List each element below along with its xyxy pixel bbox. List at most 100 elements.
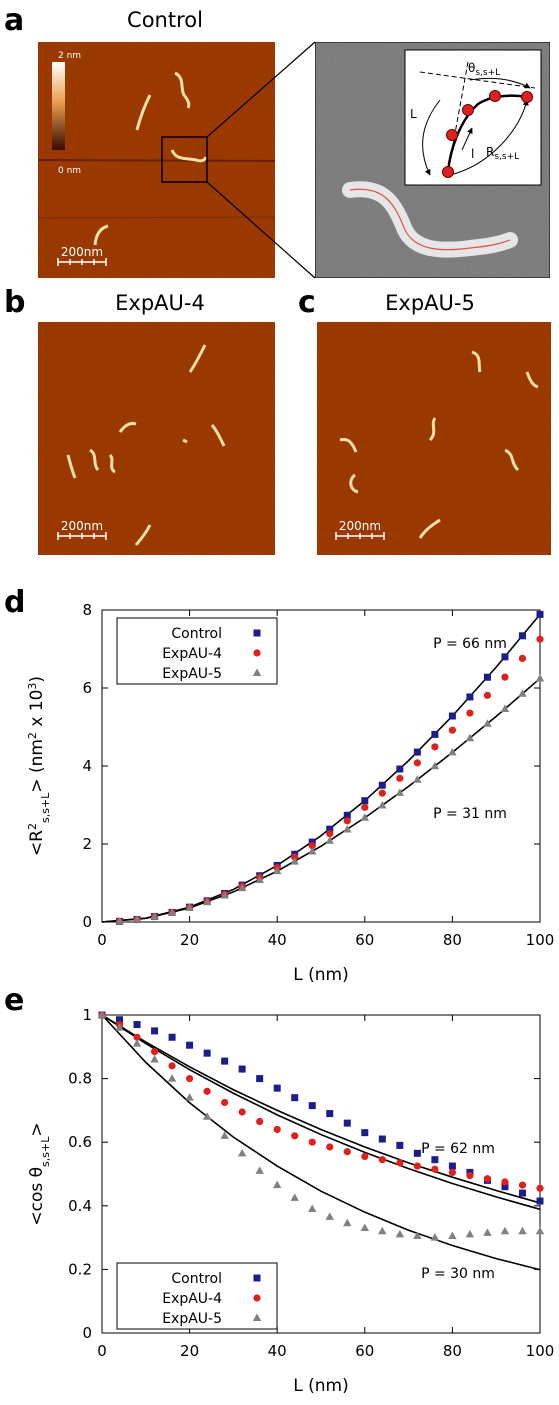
- series: [98, 1011, 544, 1192]
- x-tick-label: 40: [268, 931, 287, 949]
- marker: [256, 1117, 264, 1126]
- marker: [115, 916, 124, 925]
- marker: [518, 1181, 527, 1189]
- marker: [167, 908, 177, 916]
- marker: [430, 1233, 440, 1241]
- y-tick-label: 2: [82, 835, 92, 853]
- series: [97, 1010, 545, 1241]
- y-tick-label: 0.2: [68, 1260, 92, 1278]
- fit-line: [101, 1014, 541, 1271]
- y-axis-label-part: 3: [26, 683, 39, 690]
- marker: [518, 654, 527, 662]
- y-axis-label: <cos θs,s+L>: [27, 1122, 52, 1225]
- marker: [308, 838, 316, 846]
- marker: [448, 1231, 457, 1240]
- annotation: P = 66 nm: [433, 636, 507, 652]
- marker: [291, 1132, 299, 1140]
- marker: [378, 1156, 386, 1164]
- marker: [378, 789, 386, 797]
- zoom-image: θs,s+L L l Rs,s+L: [314, 41, 551, 279]
- marker: [500, 704, 510, 712]
- y-tick-label: 0: [82, 913, 92, 931]
- marker: [361, 1129, 369, 1137]
- marker: [483, 719, 492, 727]
- marker: [203, 1087, 211, 1095]
- marker: [255, 875, 264, 883]
- y-axis-label-part: <R: [27, 830, 47, 856]
- marker: [290, 857, 299, 865]
- marker: [308, 1102, 316, 1110]
- marker: [221, 1098, 229, 1107]
- marker: [518, 1226, 527, 1235]
- scale-bar-label: 200nm: [339, 519, 381, 533]
- marker: [133, 1033, 141, 1041]
- y-axis-label-part: 2: [26, 732, 39, 739]
- series: [115, 673, 545, 925]
- marker: [518, 1189, 526, 1197]
- marker: [395, 788, 405, 796]
- afm-image: 200nm: [317, 322, 551, 555]
- marker: [203, 1049, 211, 1057]
- panel-title: Control: [127, 8, 203, 32]
- marker: [97, 1010, 107, 1018]
- marker: [290, 1193, 299, 1201]
- marker: [431, 743, 439, 751]
- marker: [448, 1162, 456, 1170]
- marker: [465, 1229, 475, 1238]
- x-axis-label: L (nm): [293, 965, 348, 985]
- scale-bar-label: 200nm: [61, 519, 103, 533]
- marker: [273, 1125, 281, 1134]
- marker: [326, 830, 334, 838]
- marker: [237, 883, 247, 892]
- marker: [500, 1226, 510, 1235]
- marker: [186, 1075, 194, 1083]
- marker: [238, 1065, 246, 1073]
- annotation: P = 31 nm: [433, 806, 507, 822]
- y-tick-label: 8: [82, 601, 92, 619]
- y-tick-label: 4: [82, 757, 92, 775]
- marker: [535, 673, 545, 682]
- fit-line: [101, 677, 541, 923]
- marker: [291, 1094, 299, 1102]
- marker: [536, 610, 544, 618]
- marker: [325, 836, 334, 844]
- marker: [343, 1218, 352, 1227]
- marker: [115, 1023, 124, 1031]
- marker: [518, 632, 526, 640]
- inset-distance: Rs,s+L: [486, 145, 519, 162]
- marker: [273, 1084, 281, 1092]
- marker: [413, 1162, 421, 1170]
- marker: [483, 1175, 492, 1183]
- y-axis-label-part: <cos θ: [27, 1167, 47, 1226]
- marker: [185, 903, 194, 911]
- inset-segment: l: [471, 147, 474, 161]
- y-axis-label-part: > (nm: [27, 739, 47, 793]
- marker: [361, 797, 369, 805]
- x-tick-label: 20: [180, 931, 199, 949]
- marker: [378, 1135, 386, 1143]
- marker: [238, 1108, 246, 1116]
- marker: [465, 733, 475, 742]
- marker: [448, 1168, 456, 1177]
- legend-swatch: [252, 1313, 262, 1321]
- x-tick-label: 100: [526, 931, 555, 949]
- legend-label: ExpAU-4: [162, 646, 222, 662]
- marker: [273, 1180, 282, 1189]
- marker: [536, 635, 544, 643]
- marker: [237, 1148, 247, 1157]
- marker: [466, 709, 474, 717]
- marker: [413, 1231, 422, 1240]
- marker: [378, 801, 387, 809]
- marker: [396, 1141, 404, 1149]
- legend-label: Control: [171, 626, 222, 642]
- marker: [396, 765, 404, 773]
- scale-bar-label: 200nm: [61, 245, 103, 259]
- marker: [395, 1229, 405, 1238]
- y-tick-label: 0.8: [68, 1070, 92, 1088]
- marker: [536, 1184, 544, 1192]
- marker: [360, 1223, 369, 1232]
- marker: [168, 1033, 176, 1041]
- panel-title: ExpAU-4: [115, 291, 205, 315]
- x-tick-label: 60: [355, 931, 374, 949]
- marker: [308, 846, 317, 855]
